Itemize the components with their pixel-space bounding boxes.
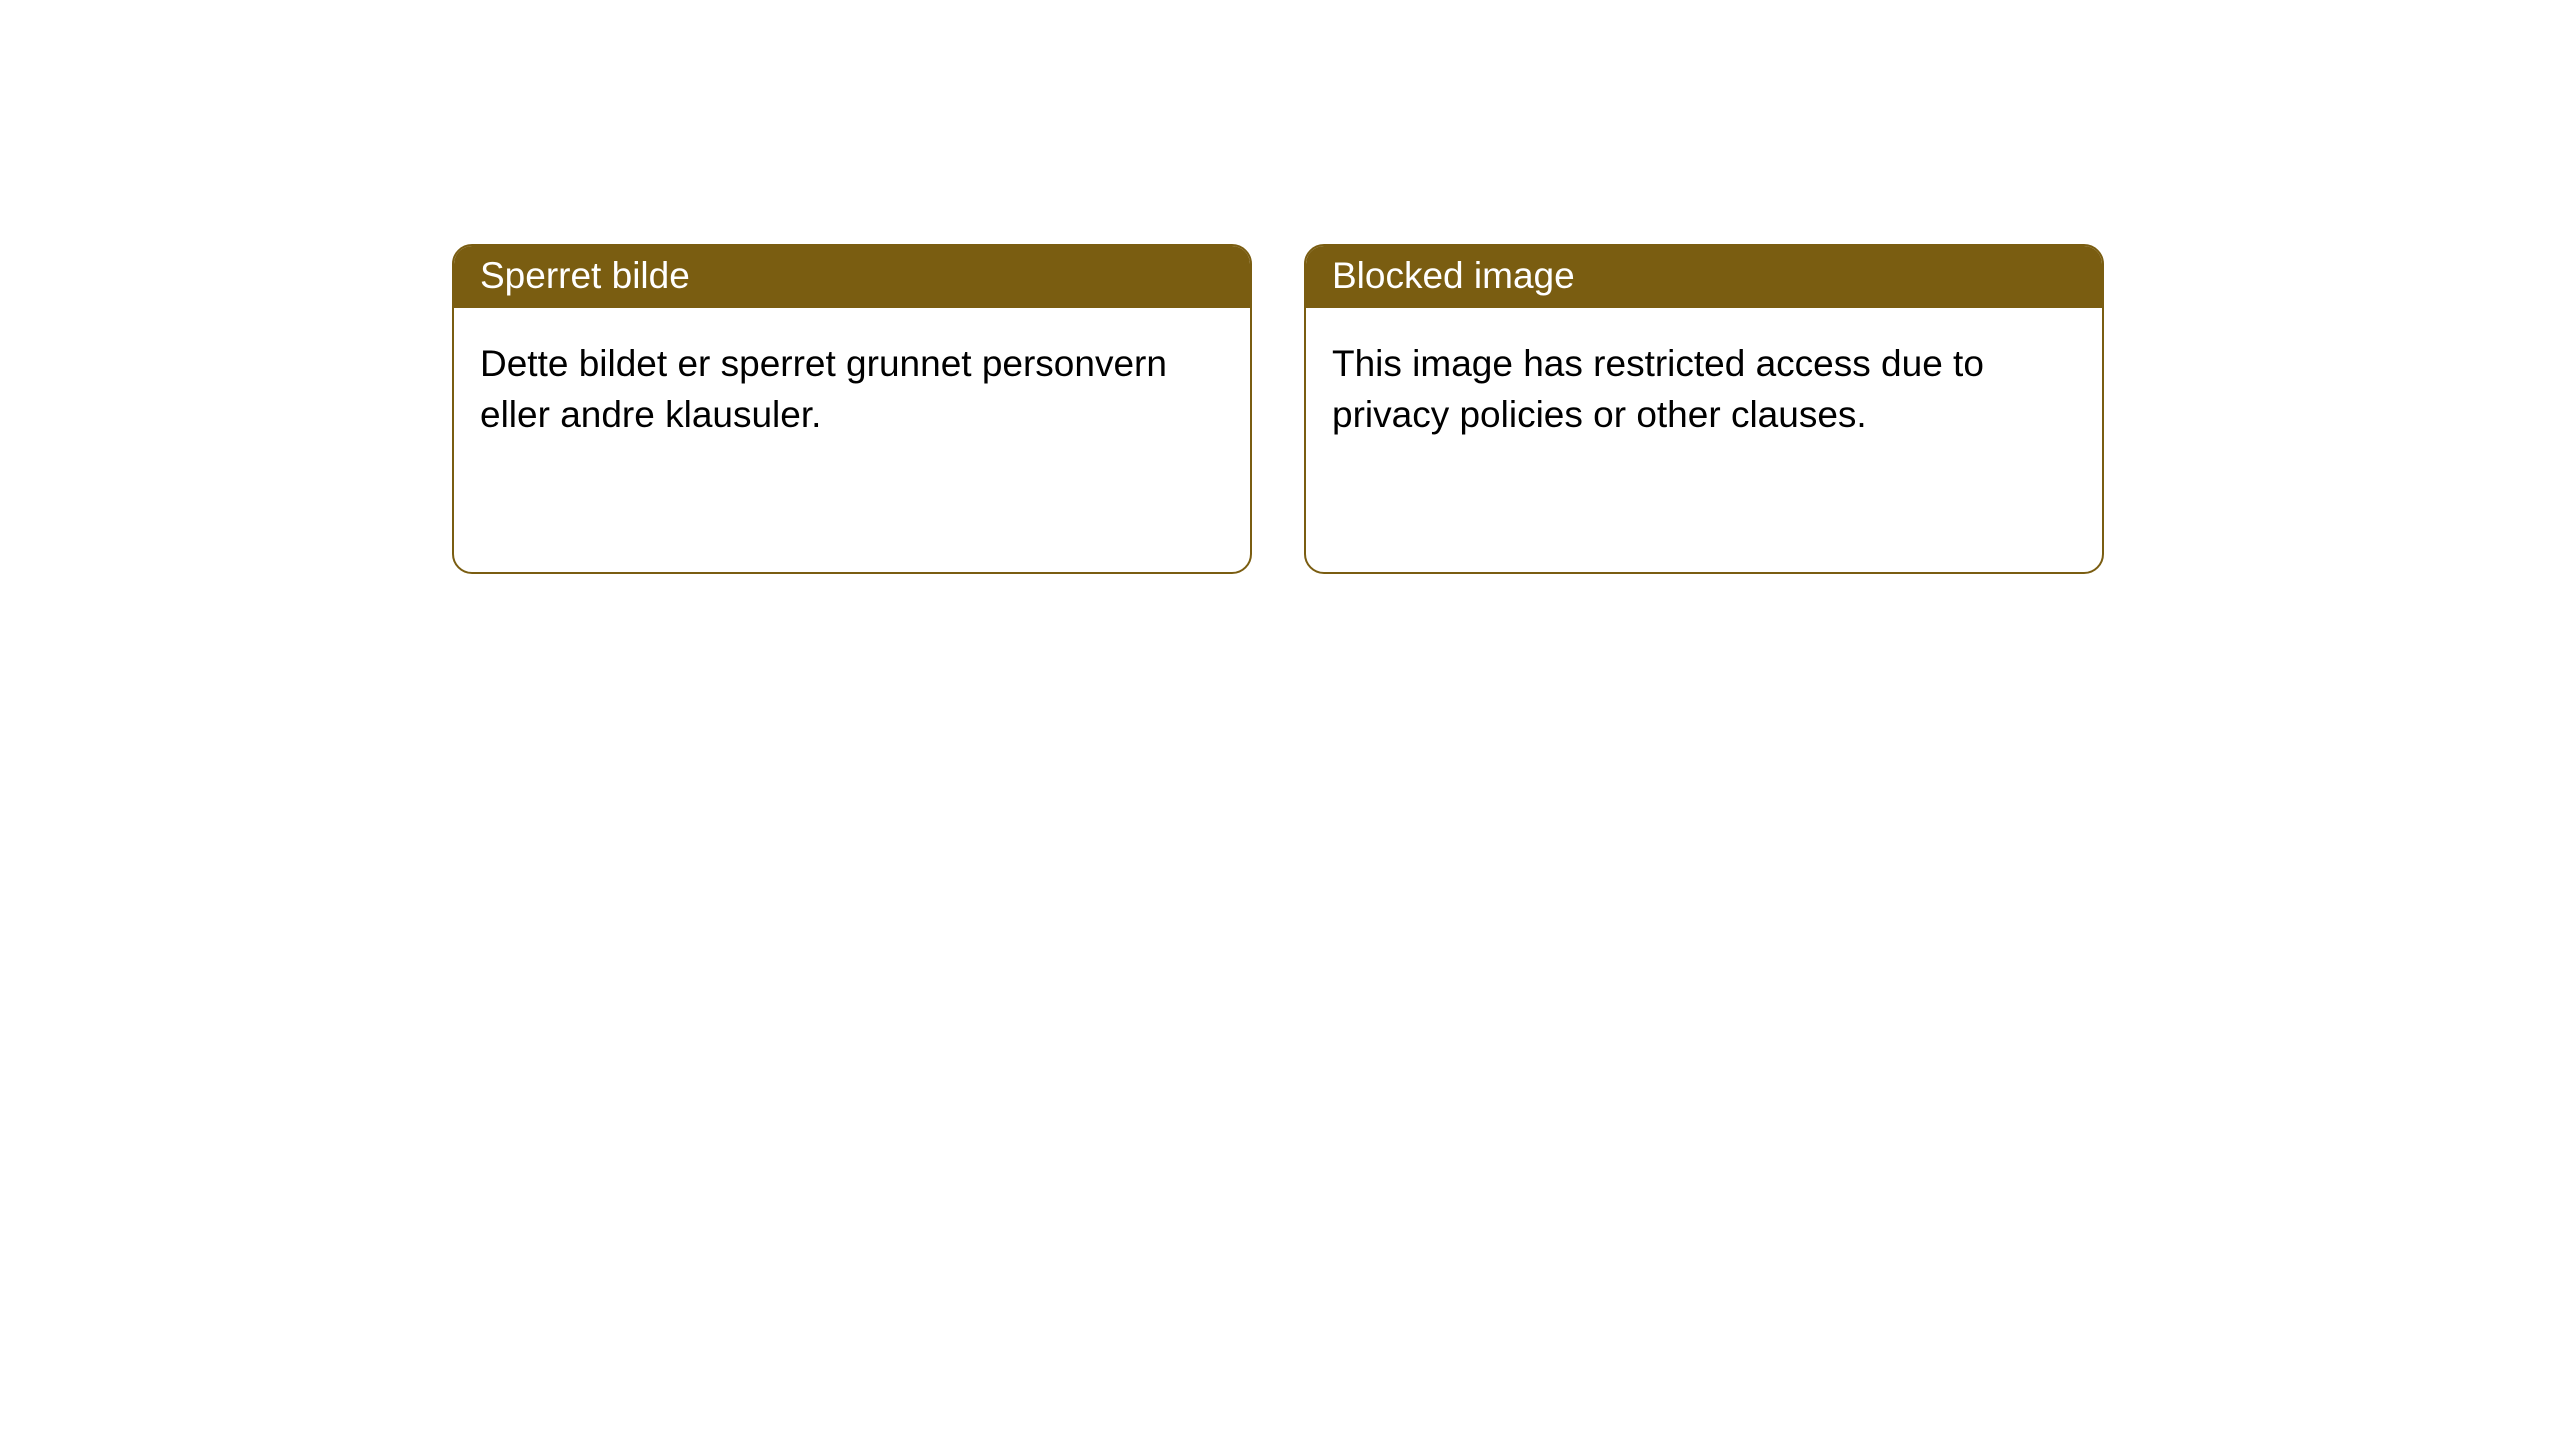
card-message-en: This image has restricted access due to … — [1332, 343, 1984, 435]
card-title-en: Blocked image — [1332, 255, 1575, 296]
card-header-no: Sperret bilde — [454, 246, 1250, 308]
card-message-no: Dette bildet er sperret grunnet personve… — [480, 343, 1167, 435]
card-title-no: Sperret bilde — [480, 255, 690, 296]
blocked-image-card-en: Blocked image This image has restricted … — [1304, 244, 2104, 574]
card-body-no: Dette bildet er sperret grunnet personve… — [454, 308, 1250, 470]
card-body-en: This image has restricted access due to … — [1306, 308, 2102, 470]
card-header-en: Blocked image — [1306, 246, 2102, 308]
notice-cards-container: Sperret bilde Dette bildet er sperret gr… — [0, 0, 2560, 574]
blocked-image-card-no: Sperret bilde Dette bildet er sperret gr… — [452, 244, 1252, 574]
